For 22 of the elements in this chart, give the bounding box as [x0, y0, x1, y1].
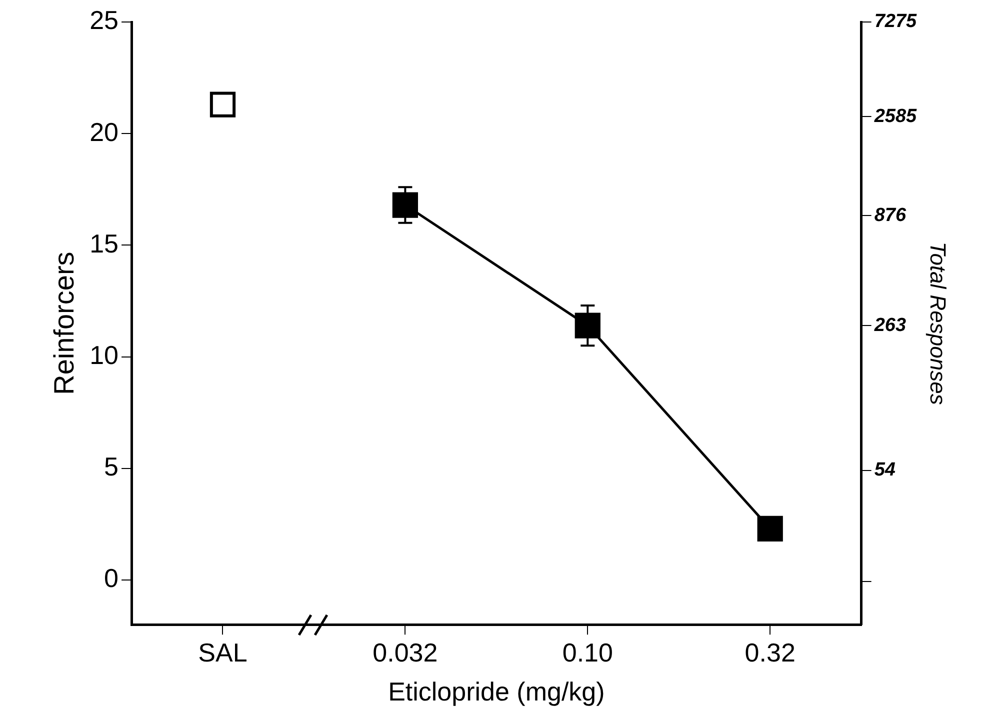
- x-tick-label: 0.032: [372, 637, 438, 668]
- x-axis-title: Eticlopride (mg/kg): [388, 676, 605, 707]
- x-tick-label: 0.10: [562, 637, 613, 668]
- y2-tick-label: 54: [874, 460, 896, 481]
- y-tick-label: 20: [90, 116, 119, 147]
- y2-tick-label: 876: [874, 204, 906, 226]
- y2-axis-title: Total Responses: [926, 242, 951, 405]
- y-tick-label: 10: [90, 340, 119, 370]
- y2-tick-label: 7275: [874, 11, 918, 32]
- y-tick-label: 0: [104, 563, 119, 594]
- x-tick-label: SAL: [198, 637, 248, 668]
- point: [757, 516, 783, 542]
- y2-tick-label: 2585: [873, 106, 918, 127]
- x-tick-label: 0.32: [744, 637, 796, 668]
- point: [210, 92, 236, 118]
- point: [574, 312, 600, 338]
- y-tick-label: 15: [90, 228, 119, 258]
- point: [392, 192, 418, 218]
- y2-tick-label: 263: [873, 314, 906, 336]
- y-tick-label: 5: [104, 452, 119, 482]
- y-axis-title: Reinforcers: [48, 252, 80, 395]
- y-tick-label: 25: [90, 5, 119, 36]
